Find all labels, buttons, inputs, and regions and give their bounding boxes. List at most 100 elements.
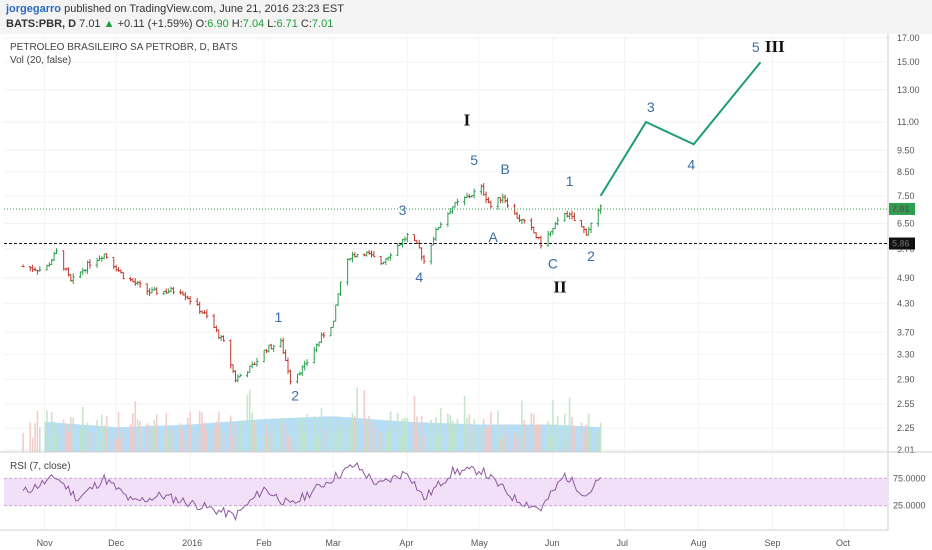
last-price: 7.01: [79, 18, 101, 30]
volume-bar: [518, 434, 521, 452]
volume-bar: [239, 421, 242, 452]
volume-bar: [368, 415, 370, 452]
volume-bar: [449, 415, 452, 452]
price-axis-tick: 2.25: [897, 423, 915, 433]
volume-bar: [84, 426, 86, 452]
high-key: H:: [231, 18, 243, 30]
price-axis-tick: 2.90: [897, 374, 915, 384]
wave-degree-label: II: [553, 277, 567, 296]
wave-label: 5: [470, 152, 478, 168]
volume-bar: [346, 420, 349, 452]
wave-degree-label: III: [765, 37, 785, 56]
volume-bar: [272, 426, 275, 452]
volume-bar: [184, 439, 187, 452]
volume-bar: [356, 387, 358, 452]
volume-bar: [196, 437, 199, 452]
volume-bar: [566, 439, 569, 452]
volume-bar: [320, 407, 323, 452]
volume-bar: [482, 418, 485, 452]
volume-bar: [163, 434, 165, 452]
wave-label: 1: [566, 173, 574, 189]
time-axis-tick: Apr: [399, 538, 413, 548]
author-link[interactable]: jorgegarro: [6, 3, 62, 15]
volume-bar: [70, 417, 72, 452]
rsi-line: [22, 462, 601, 522]
volume-bar: [299, 423, 301, 452]
volume-bar: [287, 433, 289, 452]
time-axis-tick: Oct: [836, 538, 851, 548]
volume-bar: [430, 419, 432, 452]
price-axis-tick: 11.00: [897, 117, 919, 127]
volume-bar: [322, 428, 325, 452]
volume-bar: [432, 430, 435, 452]
volume-bar: [573, 426, 576, 452]
volume-bar: [170, 435, 172, 452]
wave-label: 3: [399, 202, 407, 218]
volume-bar: [413, 395, 416, 452]
support-tag: [889, 237, 915, 250]
volume-bar: [213, 428, 215, 452]
volume-bar: [34, 423, 36, 452]
wave-degree-label: I: [464, 111, 471, 130]
volume-bar: [490, 411, 492, 452]
volume-bar: [270, 430, 273, 452]
volume-bar: [470, 431, 473, 452]
volume-bar: [289, 437, 292, 452]
volume-bar: [439, 408, 442, 452]
volume-bar: [220, 426, 222, 452]
volume-bar: [334, 433, 337, 452]
volume-bar: [22, 432, 24, 452]
volume-bar: [217, 412, 220, 452]
volume-bar: [153, 419, 156, 452]
volume-bar: [182, 428, 184, 452]
volume-bar: [203, 422, 206, 452]
volume-bar: [36, 410, 39, 452]
volume-bar: [206, 429, 208, 452]
volume-bar: [435, 417, 437, 452]
price-change: +0.11 (+1.59%): [117, 18, 193, 30]
support-tag-text: 5.86: [892, 239, 910, 249]
volume-bar: [516, 439, 518, 452]
volume-bar: [585, 424, 588, 452]
published-text: published on TradingView.com, June 21, 2…: [64, 3, 344, 15]
last-price-tag: [889, 202, 915, 215]
volume-bar: [198, 411, 201, 452]
volume-bar: [597, 432, 600, 452]
volume-bar: [533, 413, 535, 452]
volume-legend: Vol (20, false): [10, 55, 71, 66]
time-axis-tick: Mar: [325, 538, 341, 548]
volume-bar: [215, 421, 218, 452]
price-axis-tick: 17.00: [897, 34, 920, 43]
volume-bar: [29, 422, 32, 452]
volume-bar: [112, 437, 115, 452]
volume-bar: [416, 416, 418, 452]
time-axis-tick: Feb: [256, 538, 272, 548]
volume-bar: [332, 434, 335, 452]
volume-bar: [504, 425, 506, 452]
volume-bar: [120, 437, 122, 452]
volume-bar: [547, 421, 549, 452]
rsi-pane: [4, 462, 887, 522]
volume-bar: [268, 437, 270, 452]
last-price-tag-text: 7.01: [892, 204, 910, 214]
time-axis-tick: Nov: [37, 538, 54, 548]
volume-bar: [473, 419, 475, 452]
volume-bar: [301, 417, 304, 452]
volume-bar: [67, 432, 70, 452]
volume-bar: [151, 428, 153, 452]
volume-bar: [423, 437, 425, 452]
volume-bar: [399, 436, 401, 452]
rsi-axis-tick: 25.0000: [893, 501, 926, 511]
volume-bar: [253, 421, 256, 452]
volume-bar: [554, 436, 557, 452]
volume-bar: [79, 429, 82, 452]
volume-bar: [313, 416, 316, 452]
volume-bar: [373, 425, 375, 452]
volume-bar: [232, 435, 234, 452]
volume-bar: [552, 400, 554, 452]
price-axis-tick: 4.30: [897, 298, 915, 308]
low-value: 6.71: [276, 18, 298, 30]
volume-bar: [222, 432, 225, 452]
volume-bar: [521, 400, 523, 452]
